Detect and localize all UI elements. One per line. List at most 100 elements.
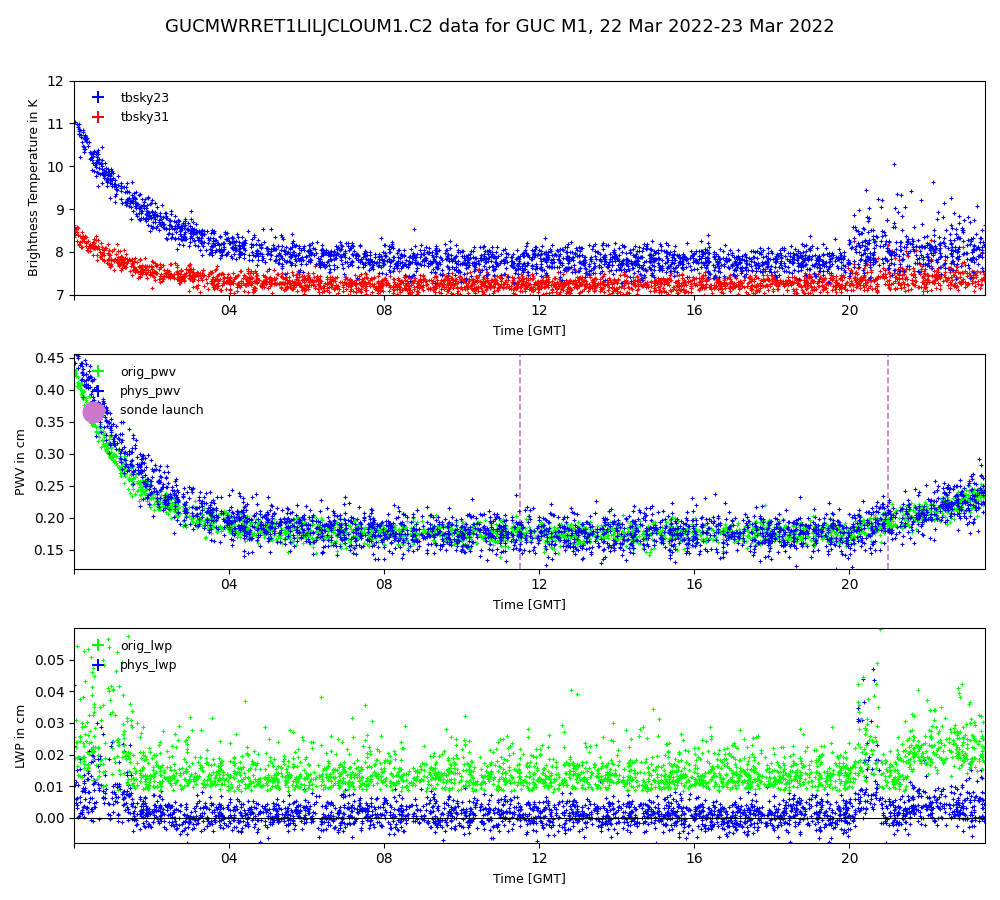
Point (320, 248, 336, 262)
Point (143, 474, 159, 489)
Point (562, 274, 578, 289)
Point (106, 434, 122, 448)
Point (393, 734, 409, 749)
Point (913, 279, 929, 293)
Point (636, 825, 652, 840)
Point (977, 755, 993, 770)
Point (92, 421, 108, 436)
Point (159, 494, 175, 508)
Point (125, 191, 141, 205)
Point (688, 255, 704, 269)
Point (660, 805, 676, 819)
Point (724, 246, 740, 260)
Point (77, 792, 93, 806)
Point (86, 382, 102, 397)
Point (680, 803, 696, 817)
Point (881, 525, 897, 539)
Point (332, 512, 348, 526)
Point (139, 477, 155, 491)
Point (550, 529, 566, 544)
Point (553, 282, 569, 296)
Point (497, 528, 513, 543)
Point (911, 786, 927, 800)
Point (394, 258, 410, 273)
Point (440, 247, 456, 261)
Point (541, 258, 557, 273)
Point (924, 719, 940, 733)
Point (717, 277, 733, 292)
Point (557, 765, 573, 779)
Point (298, 770, 314, 785)
Point (537, 809, 553, 824)
Point (676, 806, 692, 821)
Point (608, 521, 624, 535)
Point (93, 248, 109, 263)
Point (236, 526, 252, 540)
Point (122, 252, 138, 266)
Point (224, 241, 240, 256)
Point (712, 265, 728, 279)
Point (637, 754, 653, 769)
Point (550, 781, 566, 796)
Point (465, 806, 481, 820)
Point (284, 248, 300, 262)
Point (684, 770, 700, 785)
Point (140, 806, 156, 821)
Point (890, 805, 906, 819)
Point (653, 527, 669, 542)
Point (727, 752, 743, 766)
Point (736, 534, 752, 548)
Point (310, 251, 326, 266)
Point (614, 536, 630, 551)
Point (203, 518, 219, 533)
Point (592, 780, 608, 795)
Point (377, 792, 393, 806)
Point (481, 801, 497, 815)
Point (207, 233, 223, 248)
Point (606, 521, 622, 535)
Point (499, 533, 515, 547)
Point (292, 515, 308, 529)
Point (693, 772, 709, 787)
Point (129, 483, 145, 498)
Point (389, 260, 405, 274)
Point (111, 253, 127, 267)
Point (786, 248, 802, 263)
Point (644, 250, 660, 265)
Point (708, 519, 724, 534)
Point (750, 283, 766, 297)
Point (661, 519, 677, 534)
Point (295, 525, 311, 539)
Point (133, 260, 149, 274)
Point (970, 249, 986, 264)
Point (441, 252, 457, 266)
Point (837, 810, 853, 824)
Point (127, 800, 143, 814)
Point (769, 809, 785, 824)
Point (663, 526, 679, 541)
Point (379, 276, 395, 291)
Point (339, 768, 355, 782)
Point (699, 525, 715, 539)
Point (687, 802, 703, 816)
Point (724, 525, 740, 539)
Point (411, 526, 427, 540)
Point (298, 499, 314, 513)
Point (628, 522, 644, 536)
Point (152, 274, 168, 289)
Point (716, 256, 732, 271)
Point (343, 770, 359, 785)
Point (276, 276, 292, 291)
Point (814, 518, 830, 532)
Point (846, 523, 862, 537)
Point (282, 536, 298, 550)
Point (717, 281, 733, 295)
Point (347, 248, 363, 262)
Point (754, 535, 770, 549)
Point (657, 526, 673, 540)
Point (432, 256, 448, 271)
Point (856, 536, 872, 551)
Point (657, 273, 673, 287)
Point (417, 525, 433, 539)
Point (111, 777, 127, 791)
